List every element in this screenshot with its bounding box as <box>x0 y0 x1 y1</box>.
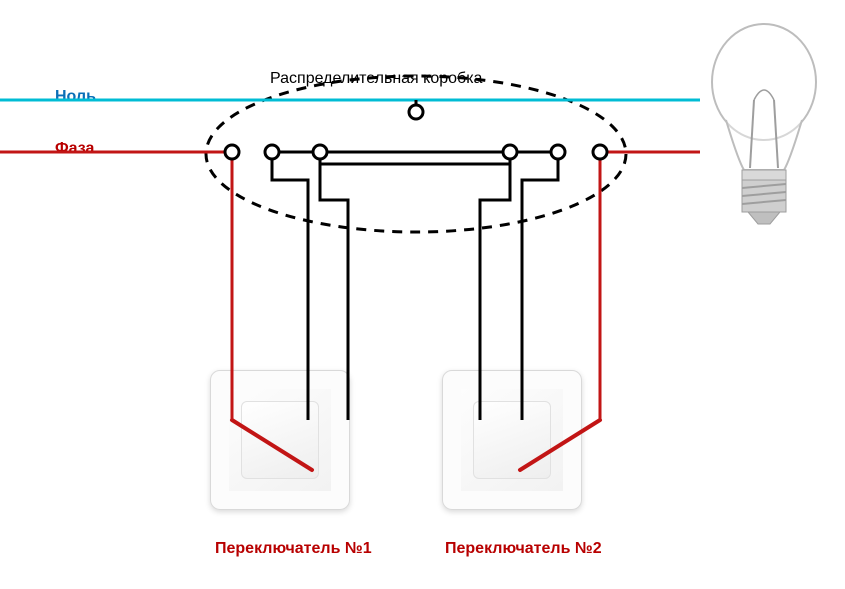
diagram-stage: Ноль Фаза Распределительная коробка Пере… <box>0 0 845 589</box>
wire-sw2-t2 <box>480 152 510 420</box>
wire-sw1-t2 <box>320 152 348 420</box>
wire-sw1-t1 <box>272 152 308 420</box>
wire-sw2-t1 <box>522 152 558 420</box>
lightbulb-icon <box>700 20 840 240</box>
wire-sw2-internal <box>520 420 600 470</box>
wire-jb-link-inner <box>320 152 510 164</box>
wire-sw1-internal <box>232 420 312 470</box>
